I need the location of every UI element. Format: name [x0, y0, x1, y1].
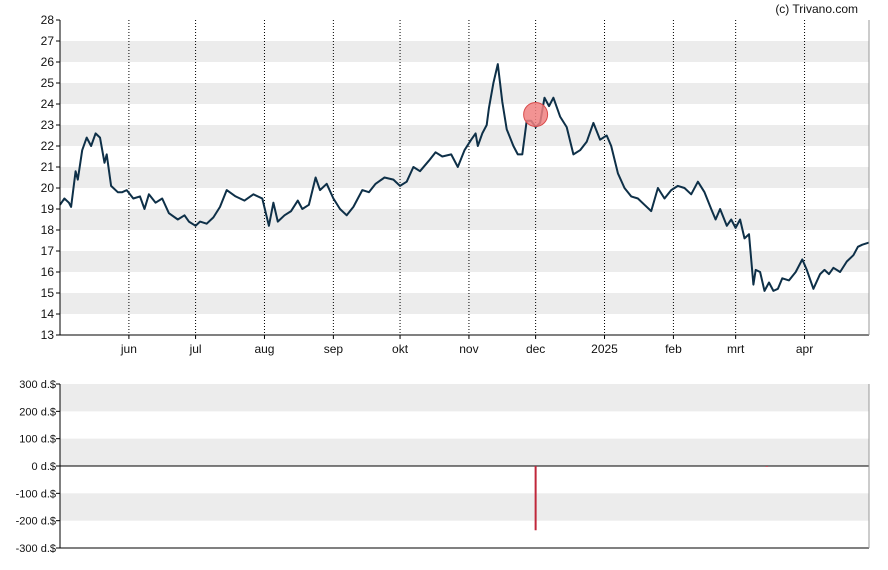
x-tick-label: okt: [392, 342, 409, 356]
price-axis-frame: [59, 20, 870, 336]
volume-band: [60, 438, 869, 466]
x-tick-label: mrt: [727, 342, 745, 356]
y-tick-label: 18: [41, 223, 55, 237]
y-tick-label: 14: [41, 307, 55, 321]
price-grid-bands: [60, 41, 869, 314]
price-line: [59, 63, 870, 292]
price-band: [60, 83, 869, 104]
volume-y-tick-label: 100 d.$: [19, 434, 56, 446]
credit-text: (c) Trivano.com: [775, 2, 858, 16]
volume-y-tick-label: 200 d.$: [19, 406, 56, 418]
price-band: [60, 209, 869, 230]
event-marker: [523, 102, 549, 127]
x-tick-label: jun: [120, 342, 137, 356]
x-tick-label: jul: [189, 342, 202, 356]
price-band: [60, 125, 869, 146]
y-tick-label: 19: [41, 202, 55, 216]
volume-grid-bands: [60, 384, 869, 521]
volume-y-tick-label: -200 d.$: [16, 516, 56, 528]
price-series: [59, 63, 870, 292]
y-tick-label: 16: [41, 265, 55, 279]
price-x-axis: jun jul aug sep okt nov dec 2025 feb mrt apr: [120, 335, 813, 356]
price-y-axis: 13 14 15 16 17 18 19 20 21 22 23 24 25 26 27 28: [41, 13, 60, 342]
volume-y-tick-label: -100 d.$: [16, 488, 56, 500]
price-band: [60, 167, 869, 188]
volume-y-tick-label: 0 d.$: [32, 461, 56, 473]
y-tick-label: 22: [41, 139, 55, 153]
price-band: [60, 293, 869, 314]
y-tick-label: 13: [41, 328, 55, 342]
volume-band: [60, 384, 869, 412]
y-tick-label: 20: [41, 181, 55, 195]
volume-y-tick-label: 300 d.$: [19, 379, 56, 391]
volume-band: [60, 493, 869, 521]
price-markers: [523, 102, 549, 127]
x-tick-label: sep: [324, 342, 344, 356]
x-tick-label: feb: [665, 342, 682, 356]
x-tick-label: nov: [459, 342, 478, 356]
x-tick-label: aug: [254, 342, 274, 356]
price-band: [60, 251, 869, 272]
y-tick-label: 24: [41, 97, 55, 111]
y-tick-label: 26: [41, 55, 55, 69]
volume-bars: [60, 465, 869, 531]
y-tick-label: 23: [41, 118, 55, 132]
volume-y-axis: 300 d.$ 200 d.$ 100 d.$ 0 d.$ -100 d.$ -200 d…: [16, 379, 60, 555]
volume-y-tick-label: -300 d.$: [16, 543, 56, 555]
x-tick-label: dec: [526, 342, 545, 356]
y-tick-label: 17: [41, 244, 55, 258]
price-band: [60, 41, 869, 62]
y-tick-label: 15: [41, 286, 55, 300]
x-tick-label: apr: [796, 342, 813, 356]
volume-axis-frame: [59, 384, 870, 549]
y-tick-label: 25: [41, 76, 55, 90]
x-tick-label: 2025: [591, 342, 618, 356]
y-tick-label: 27: [41, 34, 55, 48]
y-tick-label: 21: [41, 160, 55, 174]
y-tick-label: 28: [41, 13, 55, 27]
